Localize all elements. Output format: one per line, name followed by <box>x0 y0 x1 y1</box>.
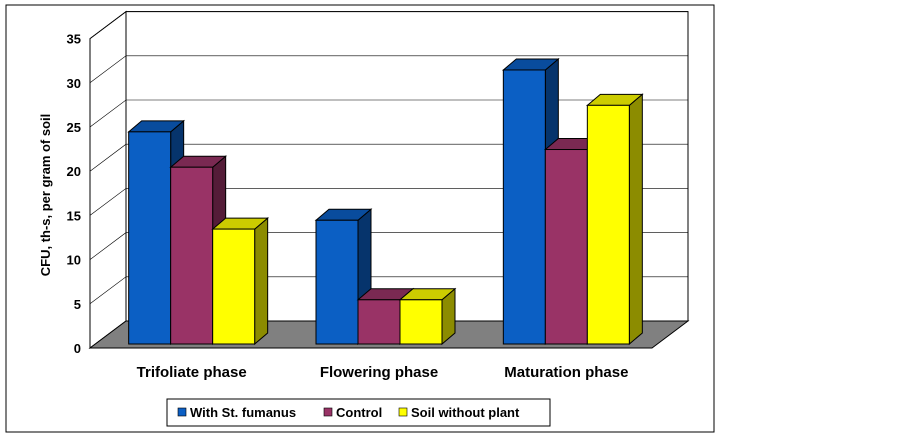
bar-maturation-phase-control-front <box>545 150 587 344</box>
bar-flowering-phase-soil-without-plant-front <box>400 300 442 344</box>
x-axis-categories: Trifoliate phase Flowering phase Maturatio… <box>137 364 629 381</box>
bar-trifoliate-phase-soil-without-plant-side <box>255 218 268 344</box>
x-category-label-maturation-phase: Maturation phase <box>504 364 628 381</box>
y-tick-label-25: 25 <box>67 120 81 135</box>
bar-flowering-phase-soil-without-plant <box>400 289 455 344</box>
legend-swatch-soil-without-plant <box>399 408 407 416</box>
legend-label-control: Control <box>336 405 382 420</box>
bar-trifoliate-phase-with-st-fumanus-front <box>129 132 171 344</box>
y-tick-label-15: 15 <box>67 208 81 223</box>
bar-maturation-phase-soil-without-plant-side <box>629 94 642 344</box>
bar-trifoliate-phase-soil-without-plant-front <box>213 229 255 344</box>
y-tick-label-0: 0 <box>74 341 81 356</box>
bar-maturation-phase-soil-without-plant-front <box>587 105 629 344</box>
bar-flowering-phase-control-front <box>358 300 400 344</box>
y-axis-label: CFU, th-s, per gram of soil <box>38 114 53 277</box>
x-category-label-trifoliate-phase: Trifoliate phase <box>137 364 247 381</box>
bar-flowering-phase-with-st-fumanus-front <box>316 220 358 344</box>
y-tick-label-35: 35 <box>67 32 81 47</box>
y-tick-label-30: 30 <box>67 76 81 91</box>
bar-trifoliate-phase-control-front <box>171 167 213 344</box>
y-tick-label-20: 20 <box>67 164 81 179</box>
legend-label-soil-without-plant: Soil without plant <box>411 405 520 420</box>
x-category-label-flowering-phase: Flowering phase <box>320 364 438 381</box>
legend: With St. fumanus Control Soil without pl… <box>167 399 550 426</box>
legend-swatch-control <box>324 408 332 416</box>
bar-maturation-phase-with-st-fumanus-front <box>503 70 545 344</box>
y-tick-label-5: 5 <box>74 297 81 312</box>
bar-maturation-phase-soil-without-plant <box>587 94 642 344</box>
bar-trifoliate-phase-soil-without-plant <box>213 218 268 344</box>
legend-swatch-with-st-fumanus <box>178 408 186 416</box>
side-wall <box>90 12 126 348</box>
legend-label-with-st-fumanus: With St. fumanus <box>190 405 296 420</box>
y-tick-label-10: 10 <box>67 253 81 268</box>
